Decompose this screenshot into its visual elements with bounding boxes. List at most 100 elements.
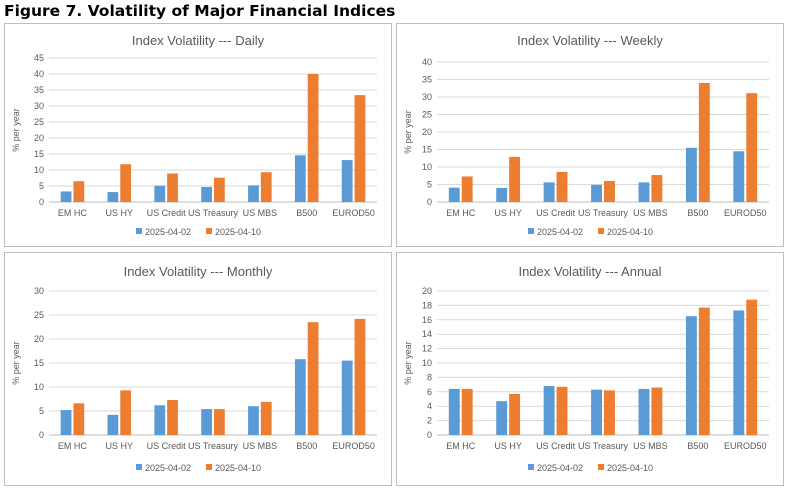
chart-daily: Index Volatility --- Daily % per year 0 5 10…	[11, 33, 377, 237]
y-tick-label: 25	[422, 110, 432, 120]
chart-panel-weekly: Index Volatility --- Weekly % per year 0 5 1…	[396, 23, 784, 247]
y-tick-label: 0	[427, 430, 432, 440]
y-tick-label: 15	[34, 358, 44, 368]
bar-us-credit-2025-04-02	[154, 185, 166, 202]
bar-us-credit-2025-04-02	[543, 182, 555, 202]
bar-eurod50-2025-04-10	[354, 318, 366, 435]
legend-label: 2025-04-02	[145, 463, 191, 473]
bar-eurod50-2025-04-02	[341, 360, 353, 435]
chart-panel-annual: Index Volatility --- Annual % per year 0 2 4…	[396, 252, 784, 486]
x-tick-label: US Credit	[536, 441, 576, 451]
x-tick-label: B500	[687, 208, 708, 218]
y-tick-label: 10	[34, 165, 44, 175]
x-tick-label: EUROD50	[724, 441, 767, 451]
y-tick-label: 35	[34, 85, 44, 95]
bar-us-credit-2025-04-10	[556, 171, 568, 202]
bar-b500-2025-04-10	[698, 83, 710, 202]
legend-swatch	[598, 228, 604, 234]
bar-us-treasury-2025-04-10	[214, 177, 225, 202]
legend-swatch	[206, 464, 212, 470]
bar-eurod50-2025-04-02	[733, 310, 745, 435]
bar-us-hy-2025-04-10	[120, 390, 132, 435]
chart-title: Index Volatility --- Monthly	[124, 264, 273, 279]
bar-em-hc-2025-04-02	[60, 191, 72, 202]
bar-eurod50-2025-04-10	[746, 93, 758, 202]
bar-b500-2025-04-10	[307, 74, 319, 202]
bar-us-mbs-2025-04-02	[638, 182, 650, 202]
x-tick-label: EM HC	[446, 208, 476, 218]
bar-us-treasury-2025-04-10	[214, 409, 225, 435]
x-tick-label: B500	[687, 441, 708, 451]
bar-us-hy-2025-04-10	[509, 393, 521, 435]
x-tick-label: EM HC	[58, 441, 88, 451]
y-tick-label: 14	[422, 329, 432, 339]
chart-annual: Index Volatility --- Annual % per year 0 2 4…	[403, 264, 769, 473]
bar-eurod50-2025-04-10	[746, 299, 758, 435]
y-tick-label: 5	[39, 181, 44, 191]
x-tick-label: US HY	[106, 208, 134, 218]
chart-title: Index Volatility --- Annual	[518, 264, 661, 279]
bar-us-mbs-2025-04-10	[260, 401, 272, 435]
x-tick-label: US Credit	[536, 208, 576, 218]
x-tick-label: EUROD50	[724, 208, 767, 218]
bar-b500-2025-04-02	[685, 316, 697, 435]
bar-us-mbs-2025-04-10	[651, 175, 663, 202]
bar-em-hc-2025-04-02	[60, 410, 72, 435]
x-tick-label: US HY	[494, 441, 522, 451]
y-tick-label: 12	[422, 344, 432, 354]
legend-label: 2025-04-02	[537, 227, 583, 237]
y-tick-label: 15	[422, 145, 432, 155]
y-tick-label: 10	[422, 162, 432, 172]
bar-b500-2025-04-10	[698, 307, 710, 435]
x-tick-label: EUROD50	[332, 208, 375, 218]
legend-swatch	[206, 228, 212, 234]
bar-us-mbs-2025-04-02	[248, 406, 259, 435]
bar-em-hc-2025-04-10	[461, 388, 473, 435]
bar-em-hc-2025-04-10	[73, 181, 85, 202]
bar-us-mbs-2025-04-02	[638, 388, 650, 435]
bar-us-treasury-2025-04-02	[591, 389, 602, 435]
chart-monthly: Index Volatility --- Monthly % per year 0 5…	[11, 264, 377, 473]
bar-b500-2025-04-02	[294, 155, 306, 202]
chart-weekly: Index Volatility --- Weekly % per year 0 5 1…	[403, 33, 769, 237]
y-tick-label: 20	[34, 334, 44, 344]
bar-eurod50-2025-04-02	[341, 160, 353, 202]
y-tick-label: 20	[422, 127, 432, 137]
x-tick-label: EM HC	[446, 441, 476, 451]
bar-us-hy-2025-04-02	[496, 401, 508, 435]
y-tick-label: 30	[34, 101, 44, 111]
bar-eurod50-2025-04-02	[733, 151, 745, 202]
y-axis-label: % per year	[403, 110, 413, 154]
y-tick-label: 2	[427, 416, 432, 426]
y-tick-label: 16	[422, 315, 432, 325]
y-tick-label: 15	[34, 149, 44, 159]
x-tick-label: US Treasury	[578, 208, 629, 218]
y-tick-label: 0	[39, 197, 44, 207]
y-tick-label: 20	[422, 286, 432, 296]
bar-us-treasury-2025-04-02	[201, 409, 212, 435]
y-tick-label: 18	[422, 300, 432, 310]
legend-label: 2025-04-10	[215, 463, 261, 473]
y-tick-label: 10	[422, 358, 432, 368]
legend-label: 2025-04-10	[607, 227, 653, 237]
bar-us-mbs-2025-04-10	[651, 387, 663, 435]
x-tick-label: US MBS	[243, 208, 278, 218]
bar-us-treasury-2025-04-10	[604, 390, 615, 435]
y-tick-label: 40	[422, 57, 432, 67]
bar-em-hc-2025-04-10	[73, 403, 85, 435]
x-tick-label: US HY	[494, 208, 522, 218]
figure-title: Figure 7. Volatility of Major Financial …	[4, 2, 396, 20]
bar-us-hy-2025-04-02	[496, 188, 508, 202]
y-tick-label: 5	[427, 180, 432, 190]
x-tick-label: US HY	[106, 441, 134, 451]
chart-title: Index Volatility --- Daily	[132, 33, 265, 48]
bar-us-treasury-2025-04-02	[591, 184, 602, 202]
legend-label: 2025-04-10	[607, 463, 653, 473]
y-tick-label: 20	[34, 133, 44, 143]
x-tick-label: US Treasury	[578, 441, 629, 451]
x-tick-label: US MBS	[243, 441, 278, 451]
bar-em-hc-2025-04-02	[448, 388, 460, 435]
y-tick-label: 25	[34, 117, 44, 127]
bar-us-hy-2025-04-10	[120, 164, 132, 202]
x-tick-label: US MBS	[633, 441, 668, 451]
